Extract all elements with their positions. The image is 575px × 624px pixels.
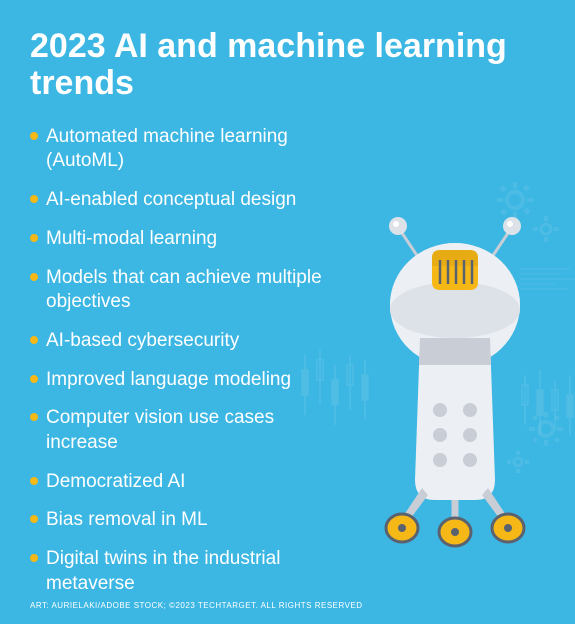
list-item: AI-based cybersecurity	[30, 329, 545, 354]
bullet-icon	[30, 375, 38, 383]
list-item: Improved language modeling	[30, 368, 545, 393]
bullet-icon	[30, 195, 38, 203]
item-text: Models that can achieve multiple objecti…	[46, 266, 326, 315]
bullet-icon	[30, 477, 38, 485]
bullet-icon	[30, 273, 38, 281]
item-text: Computer vision use cases increase	[46, 406, 326, 455]
list-item: Digital twins in the industrial metavers…	[30, 547, 545, 596]
list-item: AI-enabled conceptual design	[30, 188, 545, 213]
list-item: Bias removal in ML	[30, 508, 545, 533]
item-text: AI-based cybersecurity	[46, 329, 239, 354]
bullet-icon	[30, 515, 38, 523]
trends-list: Automated machine learning (AutoML) AI-e…	[30, 125, 545, 597]
list-item: Democratized AI	[30, 470, 545, 495]
infographic-container: 2023 AI and machine learning trends Auto…	[0, 0, 575, 624]
list-item: Computer vision use cases increase	[30, 406, 545, 455]
item-text: AI-enabled conceptual design	[46, 188, 296, 213]
list-item: Automated machine learning (AutoML)	[30, 125, 545, 174]
bullet-icon	[30, 132, 38, 140]
list-item: Models that can achieve multiple objecti…	[30, 266, 545, 315]
item-text: Democratized AI	[46, 470, 185, 495]
item-text: Bias removal in ML	[46, 508, 208, 533]
bullet-icon	[30, 413, 38, 421]
item-text: Multi-modal learning	[46, 227, 217, 252]
attribution-text: ART: AURIELAKI/ADOBE STOCK; ©2023 TECHTA…	[30, 601, 363, 610]
item-text: Digital twins in the industrial metavers…	[46, 547, 326, 596]
list-item: Multi-modal learning	[30, 227, 545, 252]
bullet-icon	[30, 336, 38, 344]
bullet-icon	[30, 234, 38, 242]
item-text: Improved language modeling	[46, 368, 291, 393]
page-title: 2023 AI and machine learning trends	[30, 28, 545, 103]
bullet-icon	[30, 554, 38, 562]
item-text: Automated machine learning (AutoML)	[46, 125, 326, 174]
